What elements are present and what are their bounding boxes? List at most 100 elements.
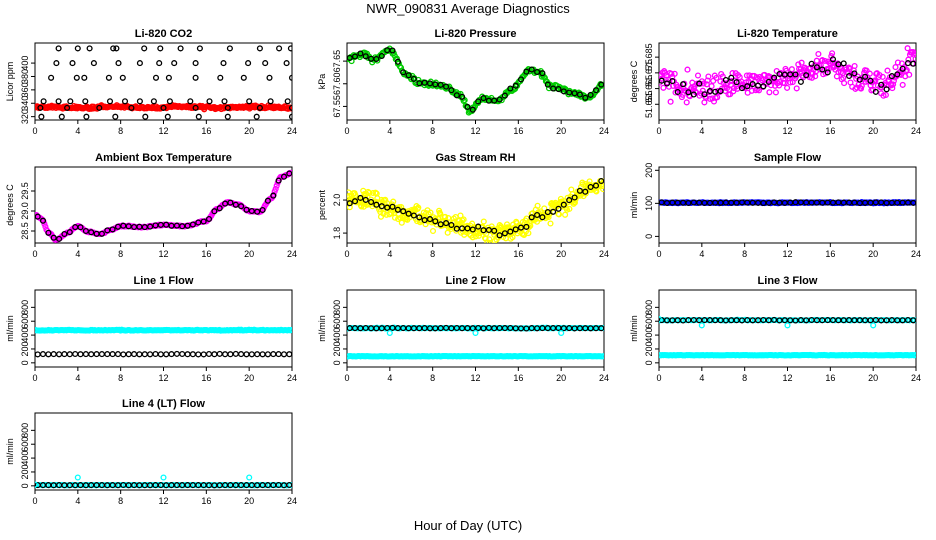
data-point <box>45 351 52 358</box>
data-point <box>357 194 364 201</box>
data-point <box>669 78 676 85</box>
data-point <box>114 223 122 230</box>
data-point <box>496 232 503 239</box>
x-tick-label: 16 <box>513 249 523 259</box>
data-point <box>171 60 178 67</box>
y-tick-label: 600 <box>20 437 30 452</box>
data-point <box>369 189 377 197</box>
data-point <box>448 87 455 94</box>
data-point <box>857 85 865 92</box>
data-point <box>815 50 822 58</box>
data-point <box>125 223 132 230</box>
data-point <box>254 208 261 215</box>
data-point <box>351 198 359 205</box>
data-point <box>243 351 250 358</box>
data-point <box>798 59 805 66</box>
data-point <box>560 88 567 95</box>
data-point <box>772 89 779 96</box>
data-point <box>744 83 751 90</box>
data-point <box>35 213 41 220</box>
data-point <box>283 60 290 67</box>
data-point <box>136 60 143 67</box>
x-tick-label: 20 <box>244 496 254 506</box>
y-tick-label: 800 <box>332 300 342 315</box>
data-point <box>523 223 530 230</box>
data-point <box>262 60 269 67</box>
data-point <box>667 98 674 105</box>
data-point <box>701 91 708 98</box>
data-point <box>808 60 815 67</box>
data-point <box>362 53 369 60</box>
data-point <box>280 173 288 180</box>
data-point <box>534 211 541 219</box>
y-tick-label: 360 <box>20 82 30 97</box>
data-point <box>195 351 202 358</box>
x-tick-label: 12 <box>158 126 168 136</box>
x-tick-label: 24 <box>287 496 297 506</box>
data-point <box>96 104 103 111</box>
y-tick-label: 200 <box>20 341 30 356</box>
data-point <box>287 45 292 52</box>
data-point <box>166 98 173 105</box>
data-point <box>187 98 194 105</box>
data-point <box>464 103 471 110</box>
data-point <box>40 98 47 105</box>
y-tick-label: 200 <box>644 163 654 178</box>
x-tick-label: 8 <box>742 249 747 259</box>
data-point <box>150 98 157 105</box>
data-point <box>544 81 551 88</box>
data-point <box>878 81 885 88</box>
x-tick-label: 12 <box>470 249 480 259</box>
x-tick-label: 0 <box>344 249 349 259</box>
y-axis-label: ml/min <box>5 315 15 342</box>
data-point <box>443 83 450 90</box>
data-point <box>248 351 255 358</box>
data-point <box>246 474 253 481</box>
data-point <box>248 207 255 215</box>
data-point <box>37 104 44 111</box>
data-point <box>576 187 583 194</box>
data-point <box>224 113 231 120</box>
data-point <box>888 73 895 80</box>
data-point <box>157 45 164 52</box>
data-point <box>713 74 720 81</box>
data-point <box>497 223 504 230</box>
x-tick-label: 4 <box>387 249 392 259</box>
x-tick-label: 20 <box>556 126 566 136</box>
data-point <box>882 91 889 99</box>
data-point <box>793 85 800 92</box>
data-point <box>539 70 546 77</box>
x-tick-label: 20 <box>868 126 878 136</box>
x-tick-label: 20 <box>556 373 566 383</box>
y-axis-label: Licor ppm <box>5 62 15 102</box>
data-point <box>246 98 253 105</box>
x-tick-label: 16 <box>825 249 835 259</box>
y-tick-label: 800 <box>20 300 30 315</box>
data-point <box>389 47 396 54</box>
data-point <box>227 199 234 206</box>
data-point <box>415 204 422 211</box>
data-point <box>443 220 450 227</box>
data-point <box>600 353 604 360</box>
data-point <box>267 98 274 105</box>
data-point <box>240 74 247 81</box>
data-point <box>347 54 353 61</box>
x-tick-label: 24 <box>911 126 921 136</box>
data-point <box>378 196 385 203</box>
data-point <box>600 186 604 193</box>
data-point <box>787 79 794 86</box>
x-tick-label: 20 <box>244 126 254 136</box>
data-point <box>109 351 116 358</box>
data-point <box>453 92 460 99</box>
data-point <box>288 104 292 111</box>
data-point <box>426 80 434 87</box>
data-point <box>156 60 163 67</box>
data-point <box>113 45 120 52</box>
data-point <box>109 226 116 233</box>
data-point <box>98 351 105 358</box>
chart-title: Li-820 CO2 <box>135 28 192 40</box>
data-point <box>195 113 202 120</box>
data-point <box>784 84 791 91</box>
y-axis-label: degrees C <box>5 184 15 226</box>
data-point <box>280 351 288 358</box>
